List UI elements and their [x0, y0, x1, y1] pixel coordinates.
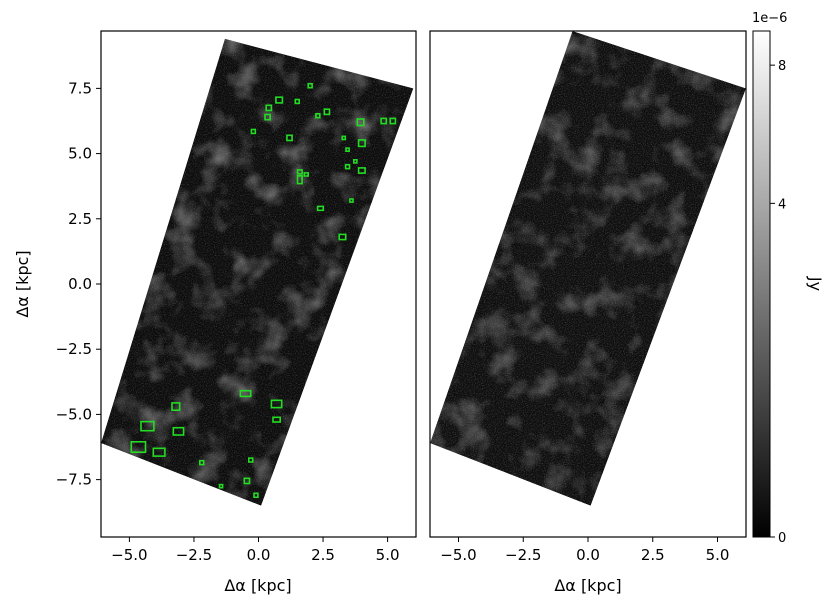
- left-y-ticks: 7.5 5.0 2.5 0.0 −2.5 −5.0 −7.5: [56, 79, 101, 489]
- region-marker: [356, 118, 365, 127]
- region-marker: [239, 389, 252, 398]
- x-tick-label: −2.5: [176, 546, 212, 564]
- region-marker: [315, 113, 321, 119]
- region-marker: [352, 159, 358, 164]
- region-marker: [253, 492, 259, 498]
- x-tick-label: 2.5: [641, 546, 665, 564]
- x-tick-label: 0.0: [576, 546, 600, 564]
- region-marker: [345, 147, 350, 153]
- y-tick-label: 2.5: [68, 210, 92, 228]
- region-marker: [270, 399, 283, 409]
- y-tick-label: −7.5: [56, 471, 92, 489]
- region-marker: [265, 104, 273, 112]
- region-marker: [389, 117, 397, 125]
- region-marker: [357, 167, 366, 174]
- region-marker: [296, 169, 303, 175]
- region-marker: [140, 420, 155, 432]
- x-tick-label: −5.0: [440, 546, 476, 564]
- x-tick-label: −5.0: [111, 546, 147, 564]
- y-tick-label: −2.5: [56, 340, 92, 358]
- colorbar-ticks: 0 4 8: [770, 59, 786, 546]
- y-tick-label: 7.5: [68, 79, 92, 97]
- region-marker: [172, 426, 185, 436]
- region-marker: [341, 135, 347, 141]
- region-marker: [130, 440, 147, 453]
- x-tick-label: 2.5: [311, 546, 335, 564]
- left-y-axis-label: Δα [kpc]: [13, 250, 32, 317]
- colorbar-label: Jy: [806, 276, 825, 291]
- region-marker: [218, 483, 224, 489]
- x-tick-label: 5.0: [706, 546, 730, 564]
- region-marker: [344, 163, 351, 170]
- region-marker: [152, 447, 166, 457]
- region-marker: [171, 402, 181, 411]
- region-marker: [349, 198, 354, 203]
- region-marker: [286, 134, 293, 142]
- y-tick-label: −5.0: [56, 405, 92, 423]
- region-markers: [130, 83, 397, 498]
- region-marker: [357, 139, 366, 148]
- region-marker: [275, 96, 284, 104]
- left-panel: −5.0 −2.5 0.0 2.5 5.0 7.5 5.0 2.5 0.0 −2.5 −5.0 −7…: [13, 30, 417, 595]
- region-marker: [199, 459, 205, 466]
- region-marker: [307, 83, 313, 89]
- colorbar-tick-label: 0: [778, 531, 786, 546]
- region-marker: [264, 113, 271, 121]
- right-x-ticks: −5.0 −2.5 0.0 2.5 5.0: [440, 537, 729, 564]
- x-tick-label: 0.0: [247, 546, 271, 564]
- colorbar-offset-text: 1e−6: [752, 11, 787, 26]
- region-marker: [272, 416, 281, 423]
- region-marker: [294, 98, 300, 105]
- y-tick-label: 5.0: [68, 145, 92, 163]
- region-marker: [243, 477, 251, 485]
- region-marker: [296, 175, 303, 185]
- region-marker: [303, 172, 309, 177]
- left-x-axis-label: Δα [kpc]: [224, 576, 291, 595]
- colorbar-scale: [753, 31, 770, 537]
- right-panel: −5.0 −2.5 0.0 2.5 5.0 Δα [kpc]: [429, 30, 747, 595]
- right-x-axis-label: Δα [kpc]: [554, 576, 621, 595]
- region-marker: [248, 457, 254, 463]
- colorbar-tick-label: 8: [778, 59, 786, 74]
- colorbar-frame: [752, 30, 771, 538]
- region-marker: [250, 128, 257, 135]
- x-tick-label: 5.0: [376, 546, 400, 564]
- colorbar: 0 4 8 1e−6 Jy: [752, 11, 825, 546]
- region-marker: [323, 108, 331, 116]
- region-marker: [380, 117, 388, 125]
- y-tick-label: 0.0: [68, 275, 92, 293]
- left-x-ticks: −5.0 −2.5 0.0 2.5 5.0: [111, 537, 400, 564]
- colorbar-tick-label: 4: [778, 197, 786, 212]
- region-marker: [316, 205, 325, 212]
- x-tick-label: −2.5: [505, 546, 541, 564]
- region-marker: [338, 233, 347, 241]
